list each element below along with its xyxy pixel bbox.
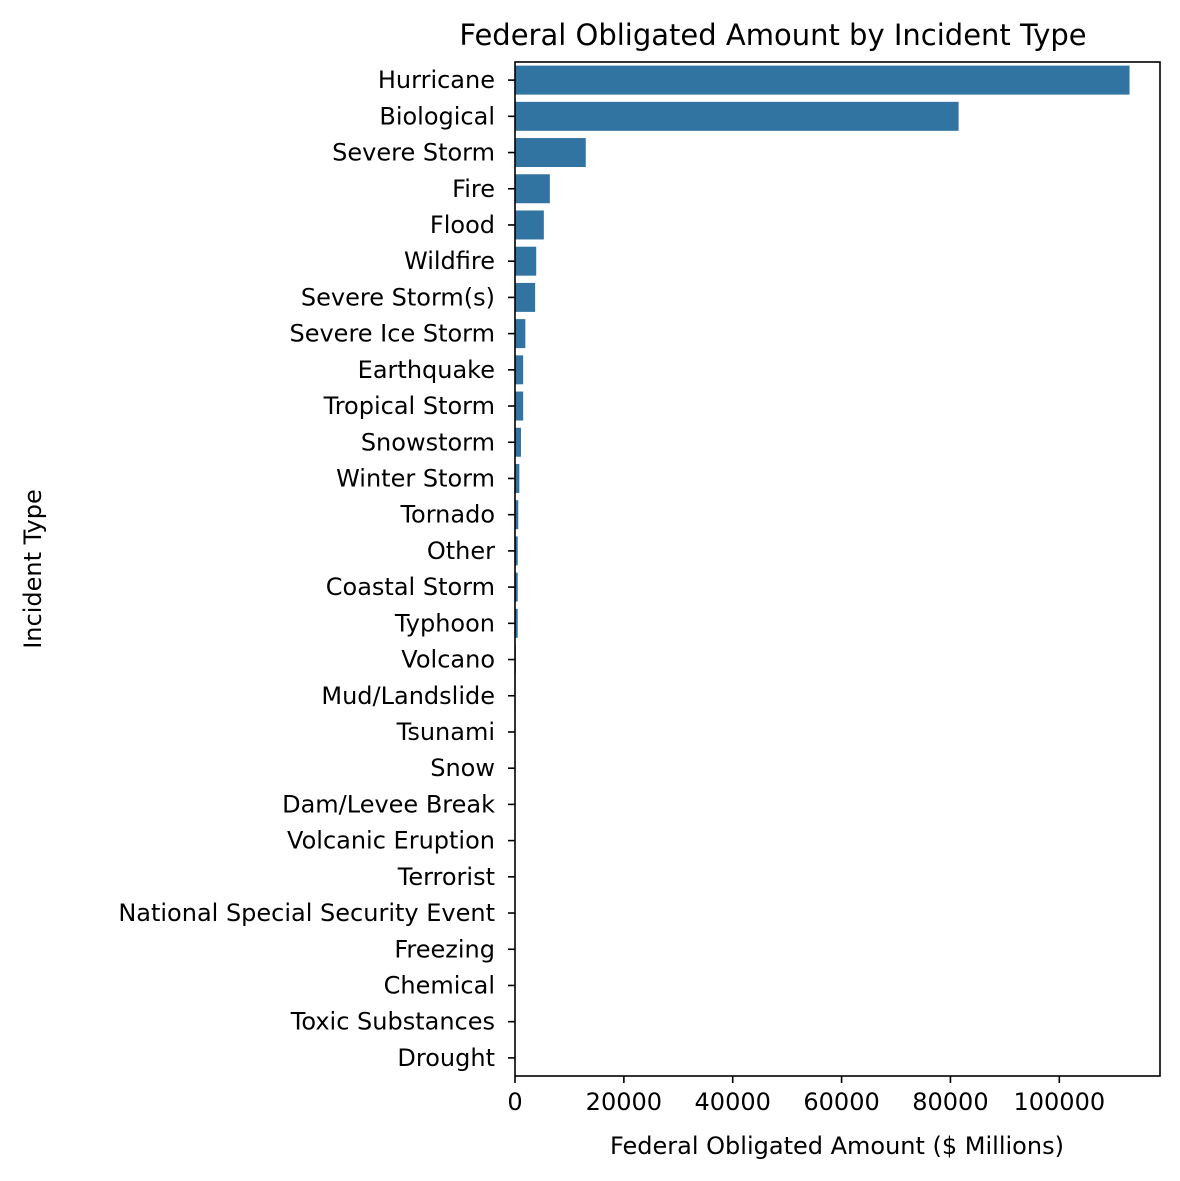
bar-winter-storm xyxy=(515,463,520,493)
bar-fire xyxy=(515,174,550,204)
bar-coastal-storm xyxy=(515,572,518,602)
y-tick-label: Typhoon xyxy=(394,609,495,637)
bar-severe-storm xyxy=(515,138,586,168)
bar-earthquake xyxy=(515,355,524,385)
y-tick-label: Fire xyxy=(452,175,495,203)
bar-severe-storm-s xyxy=(515,282,536,312)
chart-title: Federal Obligated Amount by Incident Typ… xyxy=(459,18,1086,52)
x-tick-label: 80000 xyxy=(912,1088,988,1116)
x-tick-label: 20000 xyxy=(586,1088,662,1116)
bar-severe-ice-storm xyxy=(515,319,526,349)
y-tick-label: Snowstorm xyxy=(361,428,495,456)
bar-flood xyxy=(515,210,544,240)
y-tick-label: Flood xyxy=(430,211,495,239)
x-tick-label: 40000 xyxy=(695,1088,771,1116)
y-tick-label: Drought xyxy=(397,1044,495,1072)
y-tick-label: Chemical xyxy=(384,971,495,999)
y-tick-label: National Special Security Event xyxy=(118,899,495,927)
y-tick-label: Wildfire xyxy=(404,247,495,275)
y-tick-label: Other xyxy=(427,537,495,565)
bar-biological xyxy=(515,101,959,131)
bar-tropical-storm xyxy=(515,391,524,421)
plot-frame xyxy=(514,61,1161,1077)
y-tick-label: Volcano xyxy=(401,646,495,674)
y-tick-label: Toxic Substances xyxy=(290,1008,495,1036)
y-tick-label: Earthquake xyxy=(358,356,495,384)
y-tick-label: Snow xyxy=(430,754,495,782)
y-tick-label: Severe Storm xyxy=(332,139,495,167)
y-tick-label: Severe Storm(s) xyxy=(301,283,495,311)
bar-tornado xyxy=(515,500,519,530)
y-axis-label: Incident Type xyxy=(19,489,47,649)
y-tick-label: Biological xyxy=(379,102,495,130)
x-axis-label: Federal Obligated Amount ($ Millions) xyxy=(610,1132,1064,1160)
y-tick-label: Volcanic Eruption xyxy=(287,827,495,855)
y-tick-label: Tsunami xyxy=(396,718,495,746)
bar-wildfire xyxy=(515,246,537,276)
y-tick-label: Coastal Storm xyxy=(326,573,495,601)
y-tick-label: Freezing xyxy=(394,935,495,963)
bar-typhoon xyxy=(515,608,518,638)
x-axis: 0 20000 40000 60000 80000 100000 xyxy=(507,1076,1105,1116)
y-tick-label: Terrorist xyxy=(397,863,495,891)
y-tick-label: Severe Ice Storm xyxy=(289,320,495,348)
y-tick-label: Winter Storm xyxy=(336,464,495,492)
x-tick-label: 100000 xyxy=(1013,1088,1105,1116)
y-tick-label: Hurricane xyxy=(378,66,495,94)
bar-hurricane xyxy=(515,65,1130,95)
bars-group xyxy=(515,65,1130,1073)
x-tick-label: 0 xyxy=(507,1088,522,1116)
y-tick-label: Tornado xyxy=(399,501,495,529)
y-tick-label: Dam/Levee Break xyxy=(282,790,495,818)
y-tick-label: Mud/Landslide xyxy=(321,682,495,710)
bar-snowstorm xyxy=(515,427,521,457)
y-axis: Hurricane Biological Severe Storm Fire Flood… xyxy=(118,66,515,1072)
y-tick-label: Tropical Storm xyxy=(323,392,495,420)
bar-other xyxy=(515,536,518,566)
x-tick-label: 60000 xyxy=(803,1088,879,1116)
